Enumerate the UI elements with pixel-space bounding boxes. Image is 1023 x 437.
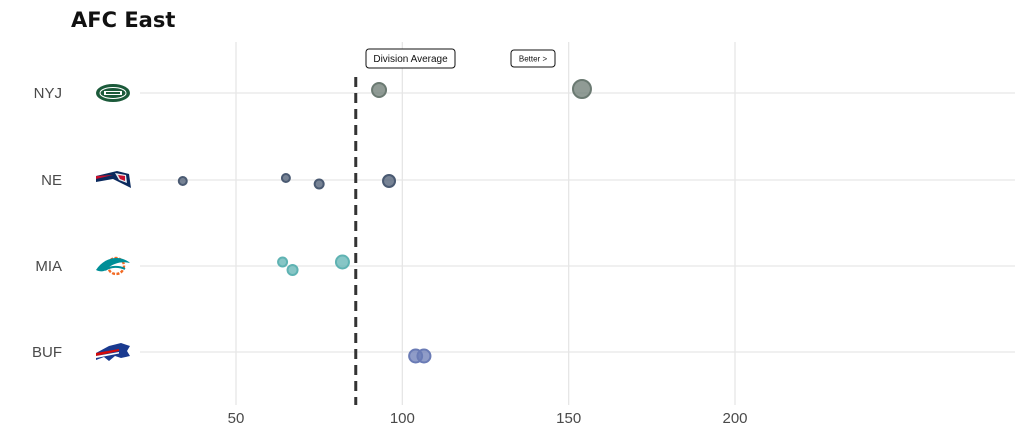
x-tick-label: 50 — [228, 410, 245, 427]
patriots-logo — [96, 171, 131, 188]
data-point-nyj — [371, 82, 388, 98]
x-tick-label: 100 — [390, 410, 415, 427]
better-label: Better > — [519, 55, 548, 64]
chart-title: AFC East — [71, 8, 175, 32]
data-point-mia — [286, 264, 299, 276]
division-average-box — [365, 48, 456, 69]
team-label: BUF — [32, 344, 62, 361]
bills-logo — [96, 343, 130, 361]
data-point-ne — [382, 174, 397, 188]
x-tick-label: 150 — [556, 410, 581, 427]
jets-logo — [96, 84, 130, 102]
team-rows: NYJ NE MIA BUF — [32, 84, 1015, 361]
data-point-mia — [277, 256, 289, 268]
annotations: Division Average Better > — [365, 48, 556, 69]
team-label: MIA — [35, 258, 62, 275]
data-point-ne — [280, 173, 291, 183]
better-annotation: Better > — [510, 49, 556, 68]
data-point-ne — [177, 176, 188, 186]
dolphins-logo — [96, 256, 130, 276]
data-point-mia — [334, 254, 350, 270]
grid — [235, 42, 736, 405]
data-point-ne — [313, 178, 325, 190]
data-point-buf — [416, 348, 432, 364]
x-axis-ticks: 50 100 150 200 — [228, 410, 748, 427]
division-average-label: Division Average — [373, 54, 448, 65]
team-label: NE — [41, 172, 62, 189]
data-points — [177, 79, 592, 364]
division-average-annotation: Division Average — [365, 48, 456, 69]
team-label: NYJ — [34, 85, 62, 102]
data-point-nyj — [571, 79, 592, 99]
better-box — [510, 49, 556, 68]
x-tick-label: 200 — [722, 410, 747, 427]
